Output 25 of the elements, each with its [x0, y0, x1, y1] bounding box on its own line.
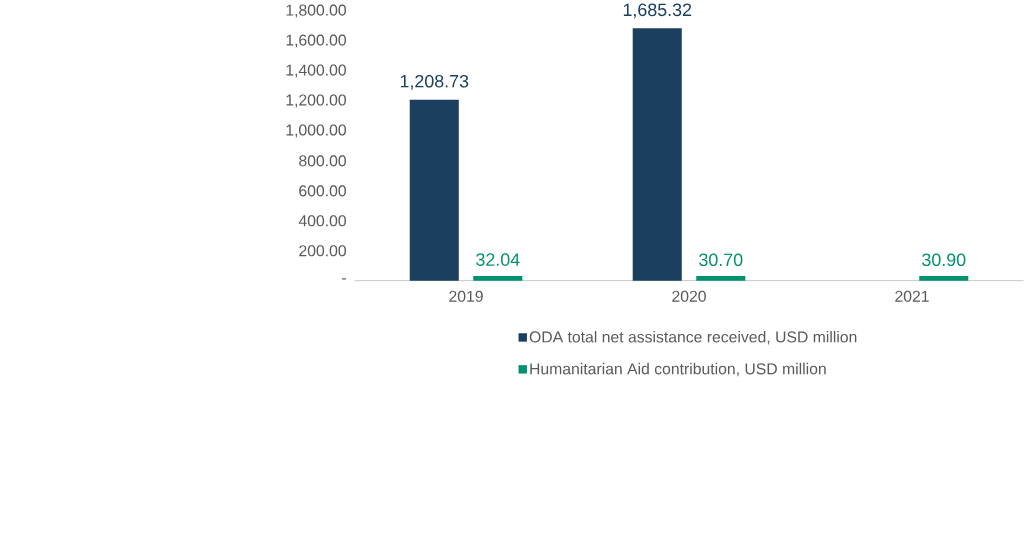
bar — [409, 99, 459, 281]
data-label: 1,685.32 — [623, 3, 692, 19]
data-label: 1,208.73 — [400, 74, 469, 90]
bar — [473, 275, 523, 281]
y-tick-label: 1,200.00 — [286, 94, 346, 108]
data-label: 30.70 — [699, 253, 743, 267]
y-tick-label: 600.00 — [299, 185, 346, 197]
y-tick-label: 1,600.00 — [286, 34, 346, 48]
y-tick-label: 800.00 — [299, 155, 346, 167]
data-label: 30.90 — [922, 253, 966, 267]
x-tick-label: 2020 — [672, 290, 706, 302]
y-tick-label: - — [342, 278, 346, 280]
y-tick-label: 1,400.00 — [286, 64, 346, 78]
x-tick-label: 2021 — [895, 290, 929, 302]
legend-label: Humanitarian Aid contribution, USD million — [530, 362, 826, 377]
legend-label: ODA total net assistance received, USD million — [529, 331, 857, 345]
bar — [632, 28, 682, 281]
x-tick-label: 2019 — [449, 290, 483, 302]
y-tick-label: 1,000.00 — [286, 124, 346, 138]
bar — [696, 276, 746, 281]
y-tick-label: 1,800.00 — [286, 4, 346, 18]
bar — [919, 276, 969, 281]
y-tick-label: 400.00 — [298, 215, 346, 227]
y-tick-label: 200.00 — [299, 245, 346, 257]
data-label: 32.04 — [476, 253, 520, 266]
